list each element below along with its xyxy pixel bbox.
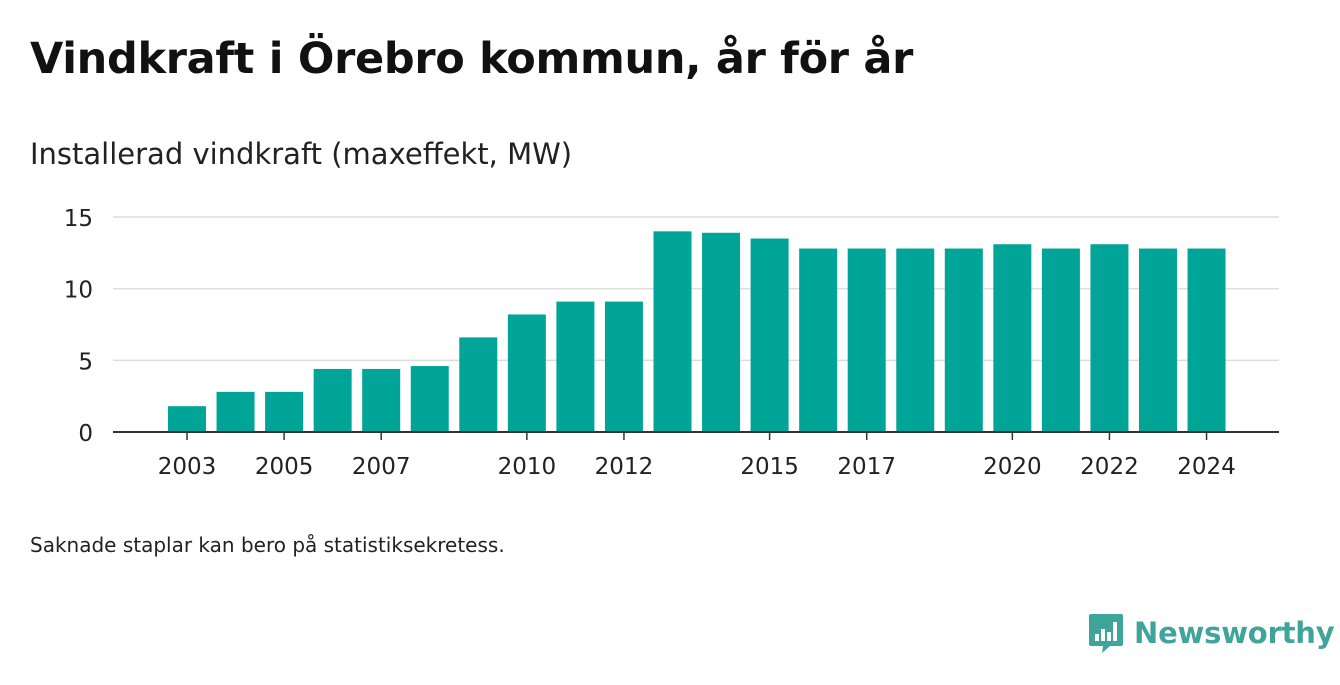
bar (168, 406, 206, 432)
bar (265, 391, 304, 432)
bar-chart: 0 5 10 15 2003 2005 2007 2010 2012 2015 2017 2020 20… (64, 206, 1279, 480)
bar (604, 301, 643, 432)
newsworthy-logo-icon (1089, 614, 1123, 653)
bar (556, 301, 595, 432)
x-tick-label: 2012 (595, 454, 654, 480)
y-tick-label: 5 (78, 349, 93, 375)
x-tick-label: 2005 (255, 454, 314, 480)
bar (1090, 244, 1129, 432)
y-tick-label: 0 (78, 421, 93, 447)
brand-logo: Newsworthy (1088, 612, 1335, 654)
bar (216, 391, 255, 432)
x-tick-label: 2003 (158, 454, 217, 480)
chart-title: Vindkraft i Örebro kommun, år för år (30, 34, 914, 84)
bar (507, 314, 546, 432)
bar (847, 248, 886, 432)
chart-subtitle: Installerad vindkraft (maxeffekt, MW) (30, 137, 573, 171)
bar (993, 244, 1032, 432)
bar (459, 337, 498, 432)
bar (362, 368, 401, 432)
bar (799, 248, 838, 432)
footnote: Saknade staplar kan bero på statistiksek… (30, 533, 505, 557)
x-tick-label: 2022 (1080, 454, 1139, 480)
bar (702, 232, 741, 432)
x-tick-label: 2017 (837, 454, 896, 480)
x-tick-label: 2024 (1177, 454, 1236, 480)
x-tick-label: 2015 (740, 454, 799, 480)
bar (944, 248, 983, 432)
y-tick-label: 10 (64, 278, 93, 304)
bar (750, 238, 789, 432)
bar (1041, 248, 1080, 432)
bar (313, 368, 352, 432)
brand-name: Newsworthy (1134, 616, 1335, 650)
bar (1139, 248, 1177, 432)
x-tick-label: 2010 (498, 454, 557, 480)
y-tick-label: 15 (64, 206, 93, 232)
x-tick-label: 2020 (983, 454, 1042, 480)
x-tick-label: 2007 (352, 454, 411, 480)
bar (653, 231, 692, 432)
bar (1187, 248, 1226, 432)
bar (896, 248, 935, 432)
bar (410, 366, 449, 432)
